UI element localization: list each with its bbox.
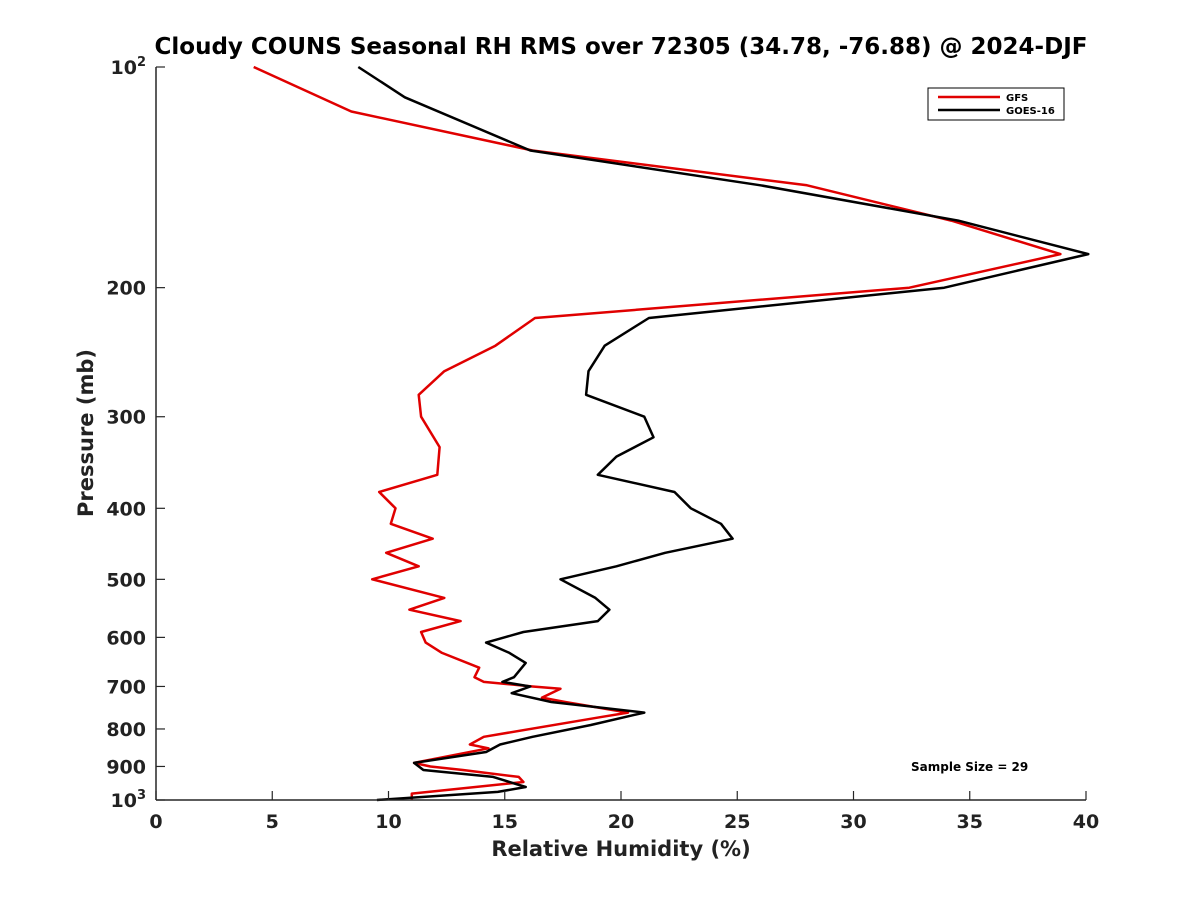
x-tick-label: 0 [149, 811, 162, 833]
y-tick-label: 700 [106, 676, 146, 698]
axes-layer [155, 67, 1086, 801]
y-tick-label: 102 [111, 55, 147, 79]
y-tick-label: 500 [106, 569, 146, 591]
y-tick-label: 103 [111, 788, 147, 812]
legend-box [927, 87, 1065, 121]
chart-title: Cloudy COUNS Seasonal RH RMS over 72305 … [155, 34, 1088, 60]
series-line-gfs [253, 65, 1062, 800]
y-axis-label: Pressure (mb) [74, 349, 98, 517]
legend-label-gfs: GFS [1006, 93, 1028, 104]
y-tick-label: 300 [106, 407, 146, 429]
series-layer [253, 65, 1090, 802]
x-tick-label: 20 [608, 811, 634, 833]
x-tick-label: 25 [724, 811, 750, 833]
y-ticks: 102 200 300 400 500 600 700 800 900 103 [106, 55, 165, 812]
y-tick-label: 800 [106, 719, 146, 741]
legend-label-goes16: GOES-16 [1006, 106, 1055, 117]
legend: GFS GOES-16 [927, 87, 1065, 121]
x-axis-label: Relative Humidity (%) [491, 837, 750, 861]
sample-size-annotation: Sample Size = 29 [911, 760, 1028, 774]
x-tick-label: 10 [375, 811, 401, 833]
x-tick-label: 15 [492, 811, 518, 833]
y-tick-label: 400 [106, 498, 146, 520]
x-tick-label: 40 [1073, 811, 1099, 833]
series-line-goes16 [357, 65, 1090, 802]
x-ticks: 0 5 10 15 20 25 30 35 40 [149, 791, 1099, 833]
x-tick-label: 5 [266, 811, 279, 833]
y-tick-label: 600 [106, 627, 146, 649]
x-tick-label: 35 [957, 811, 983, 833]
x-tick-label: 30 [840, 811, 866, 833]
y-tick-label: 900 [106, 756, 146, 778]
y-tick-label: 200 [106, 278, 146, 300]
